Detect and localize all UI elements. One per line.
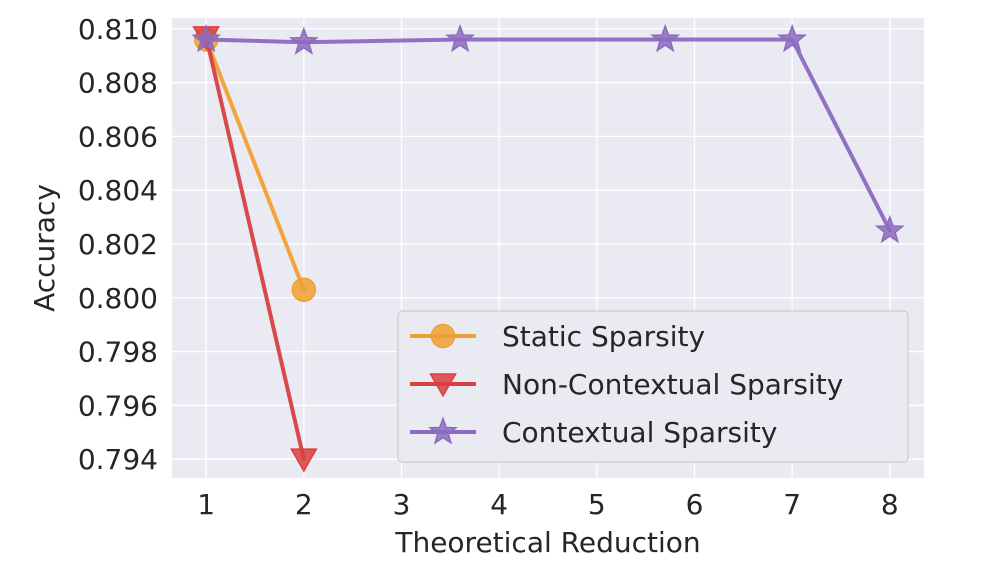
x-tick-label: 7 [783, 488, 801, 521]
x-tick-label: 1 [197, 488, 215, 521]
legend: Static Sparsity Non-Contextual Sparsity Co… [397, 310, 909, 463]
legend-label: Non-Contextual Sparsity [502, 368, 843, 401]
y-tick-label: 0.806 [78, 120, 158, 153]
legend-item: Static Sparsity [410, 320, 705, 353]
y-tick-label: 0.794 [78, 443, 158, 476]
data-point [291, 277, 317, 302]
data-point [445, 23, 476, 53]
data-point [650, 23, 681, 53]
series-line [204, 37, 892, 233]
x-tick-label: 8 [881, 488, 899, 521]
legend-box [397, 310, 909, 463]
x-tick-label: 6 [686, 488, 704, 521]
data-point [777, 23, 808, 53]
legend-marker [430, 323, 456, 349]
tick-layer: 1 2 3 4 5 6 7 8 0.794 0.796 0.798 0.800 0.802 0.804 0.… [78, 13, 899, 521]
data-point [191, 23, 222, 53]
x-axis-title: Theoretical Reduction [394, 526, 700, 559]
y-tick-label: 0.800 [78, 282, 158, 315]
y-tick-label: 0.796 [78, 389, 158, 422]
legend-item: Non-Contextual Sparsity [410, 368, 843, 401]
legend-items: Static Sparsity Non-Contextual Sparsity Co… [410, 320, 843, 449]
y-tick-label: 0.808 [78, 67, 158, 100]
legend-marker [429, 373, 457, 398]
series-layer [191, 23, 905, 473]
legend-item: Contextual Sparsity [410, 416, 777, 449]
legend-marker [428, 416, 458, 445]
data-point [288, 26, 319, 55]
data-point [290, 448, 318, 473]
x-tick-label: 5 [588, 488, 606, 521]
series-line [204, 34, 306, 462]
legend-label: Contextual Sparsity [502, 416, 777, 449]
data-point [874, 214, 905, 244]
series-contextual-sparsity [191, 23, 905, 244]
series-line [204, 37, 306, 292]
y-axis-title: Accuracy [28, 184, 61, 312]
legend-label: Static Sparsity [502, 320, 705, 353]
y-tick-label: 0.802 [78, 228, 158, 261]
y-tick-label: 0.810 [78, 13, 158, 46]
y-tick-label: 0.798 [78, 336, 158, 369]
x-tick-label: 3 [393, 488, 411, 521]
y-tick-label: 0.804 [78, 174, 158, 207]
x-tick-label: 2 [295, 488, 313, 521]
x-tick-label: 4 [490, 488, 508, 521]
